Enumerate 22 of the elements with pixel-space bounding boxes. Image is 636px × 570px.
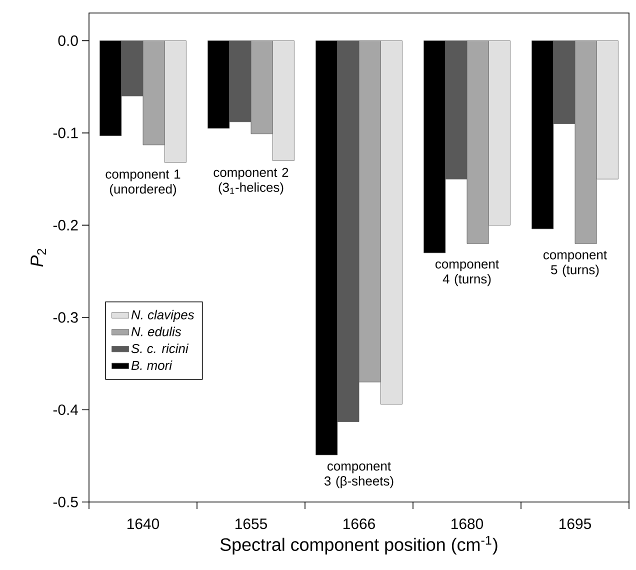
legend-label: N. clavipes — [131, 310, 194, 322]
x-tick-label: 1666 — [344, 518, 375, 530]
x-tick-label: 1640 — [128, 518, 160, 530]
x-tick-label: 1695 — [560, 518, 591, 530]
y-axis-title: P$_{2}$ — [30, 248, 46, 267]
x-axis-title: Spectral component position (cm$^{-1}$) — [220, 536, 498, 555]
annotation: component 5 (turns) — [544, 250, 607, 277]
x-tick-label: 1655 — [236, 518, 267, 530]
y-tick-label: -0.4 — [53, 404, 78, 416]
y-tick-label: -0.2 — [53, 220, 78, 230]
annotation: component 4 (turns) — [436, 260, 499, 286]
annotation: component 2 (3$_{1}$-helices) — [214, 168, 288, 194]
legend-label: N. edulis — [131, 326, 182, 336]
legend-label: S. c. ricini — [131, 344, 189, 354]
y-tick-label: -0.1 — [53, 128, 78, 138]
y-tick-label: -0.5 — [53, 496, 78, 508]
y-tick-label: 0.0 — [58, 35, 78, 46]
annotation: component 1 (unordered) — [106, 170, 180, 196]
x-tick-label: 1680 — [452, 518, 484, 530]
legend-label: B. mori — [131, 360, 172, 370]
annotation: component 3 (β-sheets) — [324, 462, 394, 488]
y-tick-label: -0.3 — [53, 312, 78, 323]
